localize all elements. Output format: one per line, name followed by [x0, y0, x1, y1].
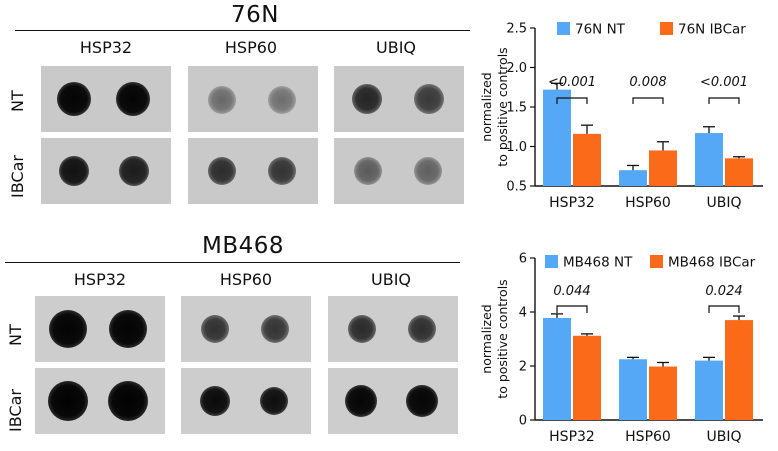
legend-label: 76N NT: [575, 22, 626, 38]
blot-image-76n-hsp32-nt: [41, 66, 171, 132]
x-category-label: UBIQ: [707, 195, 742, 211]
x-category-label: HSP60: [625, 429, 671, 445]
blot-spot: [354, 157, 382, 185]
y-tick-label: 1.0: [506, 140, 527, 155]
significance-bracket: [708, 305, 740, 313]
blot-col-label-hsp32: HSP32: [79, 38, 133, 57]
bar: [649, 150, 677, 186]
bar: [543, 89, 571, 186]
blot-image-76n-hsp60-nt: [188, 66, 318, 132]
x-category-label: HSP60: [625, 195, 671, 211]
x-category-label: HSP32: [549, 195, 595, 211]
blot-col-label-hsp60: HSP60: [224, 38, 278, 57]
blot-col-label-hsp60: HSP60: [219, 270, 273, 289]
blot-col-label-hsp32: HSP32: [73, 270, 127, 289]
p-value-label: 0.008: [629, 75, 666, 90]
y-axis-label: to positive controls: [495, 279, 510, 398]
blot-spot: [345, 385, 377, 417]
blot-col-label-ubiq: UBIQ: [371, 270, 411, 289]
p-value-label: 0.024: [705, 284, 742, 299]
blot-image-mb468-hsp32-ibcar: [35, 368, 165, 434]
y-tick-label: 0: [519, 414, 527, 429]
x-category-label: HSP32: [549, 429, 595, 445]
blot-spot: [119, 156, 149, 186]
blot-image-76n-hsp32-ibcar: [41, 138, 171, 204]
legend-swatch: [557, 22, 570, 35]
blot-spot: [201, 315, 229, 343]
blot-image-mb468-hsp32-nt: [35, 296, 165, 362]
blot-image-mb468-ubiq-ibcar: [328, 368, 458, 434]
blot-spot: [57, 82, 91, 116]
blot-spot: [268, 157, 296, 185]
blot-spot: [49, 310, 87, 348]
y-axis-label: normalized: [479, 304, 494, 373]
legend-swatch: [545, 255, 558, 268]
blot-spot: [408, 315, 436, 343]
bar: [619, 170, 647, 186]
bar: [573, 133, 601, 186]
blot-spot: [200, 386, 230, 416]
blot-spot: [352, 84, 382, 114]
blot-spot: [116, 82, 150, 116]
significance-bracket: [556, 305, 588, 313]
bar: [725, 320, 753, 420]
blot-image-76n-ubiq-ibcar: [334, 138, 464, 204]
blot-image-76n-ubiq-nt: [334, 66, 464, 132]
p-value-label: <0.001: [548, 75, 596, 90]
legend-swatch: [650, 255, 663, 268]
y-tick-label: 4: [519, 306, 527, 321]
bar: [573, 335, 601, 420]
blot-title-76n: 76N: [231, 2, 279, 28]
blot-spot: [208, 86, 236, 114]
y-tick-label: 1.5: [506, 101, 527, 116]
y-axis-label: normalized: [479, 72, 494, 141]
blot-spot: [261, 315, 289, 343]
blot-spot: [108, 381, 148, 421]
blot-image-mb468-hsp60-ibcar: [181, 368, 311, 434]
blot-spot: [268, 86, 296, 114]
x-category-label: UBIQ: [707, 429, 742, 445]
legend-label: MB468 NT: [563, 255, 633, 271]
legend-swatch: [660, 22, 673, 35]
legend-label: MB468 IBCar: [668, 255, 756, 271]
blot-spot: [109, 310, 147, 348]
y-axis-label: to positive controls: [495, 47, 510, 166]
blot-spot: [208, 157, 236, 185]
bar: [619, 359, 647, 420]
significance-bracket: [708, 97, 740, 104]
blot-col-label-ubiq: UBIQ: [376, 38, 416, 57]
significance-bracket: [556, 97, 588, 104]
blot-image-mb468-hsp60-nt: [181, 296, 311, 362]
bar: [695, 360, 723, 420]
p-value-label: 0.044: [553, 284, 590, 299]
blot-spot: [59, 156, 89, 186]
p-value-label: <0.001: [700, 75, 748, 90]
blot-spot: [348, 315, 376, 343]
significance-bracket: [632, 97, 664, 104]
y-tick-label: 0.5: [506, 180, 527, 195]
y-tick-label: 6: [519, 252, 527, 267]
bar: [695, 133, 723, 186]
blot-spot: [414, 84, 444, 114]
bar: [649, 366, 677, 420]
y-tick-label: 2.5: [506, 22, 527, 37]
blot-image-76n-hsp60-ibcar: [188, 138, 318, 204]
blot-spot: [260, 387, 288, 415]
title-rule-mb468: [5, 262, 460, 263]
y-tick-label: 2: [519, 360, 527, 375]
bar: [543, 317, 571, 420]
blot-spot: [414, 157, 442, 185]
y-tick-label: 2.0: [506, 61, 527, 76]
blot-spot: [48, 381, 88, 421]
legend-label: 76N IBCar: [678, 22, 746, 38]
blot-title-mb468: MB468: [201, 233, 285, 259]
title-rule-76n: [15, 30, 470, 31]
blot-spot: [406, 385, 438, 417]
blot-image-mb468-ubiq-nt: [328, 296, 458, 362]
bar: [725, 158, 753, 186]
